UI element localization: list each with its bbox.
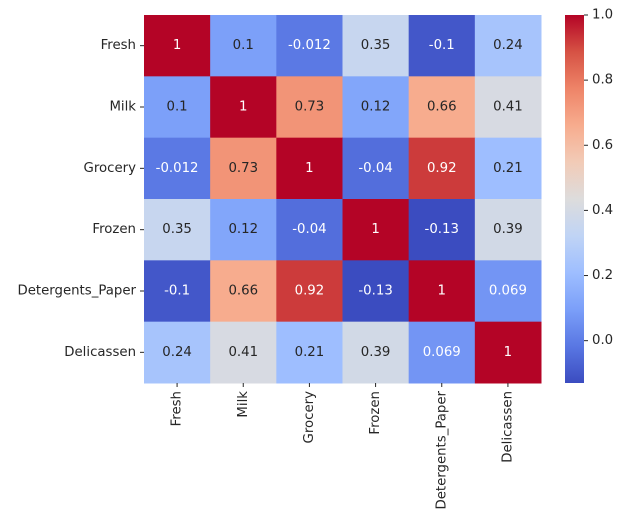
cell-annotation: -0.04 [292,222,326,237]
heatmap-cell [474,137,542,200]
cell-annotation: 0.92 [295,284,325,299]
x-axis: Fresh Milk Grocery Frozen Detergents_Paper De… [170,383,515,510]
x-tick-label: Delicassen [500,391,515,463]
cell-annotation: 0.35 [361,38,391,53]
heatmap-cell [408,321,476,384]
heatmap-cell [144,15,211,77]
heatmap-annotations: 1 0.1 -0.012 0.35 -0.1 0.24 0.1 1 0.73 0.12 0.66 0.… [156,38,527,360]
colorbar-tick-label: 0.4 [592,203,613,218]
heatmap-cell [342,137,410,200]
y-tick-label: Grocery [84,161,137,176]
cell-annotation: 0.92 [427,161,457,176]
cell-annotation: 0.66 [427,100,457,115]
cell-annotation: 1 [173,38,181,53]
colorbar-tick-label: 0.0 [592,333,613,348]
cell-annotation: 0.1 [233,38,254,53]
heatmap-cell [276,76,343,139]
cell-annotation: 1 [239,100,247,115]
y-tick-label: Delicassen [64,345,136,360]
x-tick-label: Milk [236,391,251,418]
heatmap-cell [276,260,343,323]
y-axis: Fresh Milk Grocery Frozen Detergents_Paper De… [17,38,144,360]
cell-annotation: 0.41 [228,345,258,360]
heatmap-cell [342,199,410,261]
cell-annotation: -0.1 [429,38,455,53]
heatmap-cell [408,260,476,323]
cell-annotation: -0.012 [156,161,199,176]
cell-annotation: 0.24 [162,345,192,360]
heatmap-cell [144,76,211,139]
cell-annotation: 1 [438,284,446,299]
cell-annotation: -0.1 [164,284,190,299]
heatmap-cell [144,199,211,261]
colorbar: 0.0 0.2 0.4 0.6 0.8 1.0 [565,8,613,383]
cell-annotation: 0.73 [295,100,325,115]
cell-annotation: 0.069 [489,284,527,299]
heatmap-cell [474,260,542,323]
heatmap-cell [474,15,542,77]
cell-annotation: 0.12 [228,222,258,237]
heatmap-cell [342,15,410,77]
cell-annotation: 0.24 [493,38,523,53]
colorbar-gradient [565,15,584,383]
heatmap-cell [210,137,277,200]
cell-annotation: 0.21 [493,161,523,176]
cell-annotation: 0.41 [493,100,523,115]
cell-annotation: -0.04 [358,161,392,176]
cell-annotation: -0.13 [358,284,392,299]
heatmap-cell [144,260,211,323]
cell-annotation: 1 [371,222,379,237]
heatmap-cell [474,76,542,139]
heatmap-cell [408,15,476,77]
x-tick-label: Fresh [170,391,185,426]
cell-annotation: -0.13 [425,222,459,237]
heatmap-cell [144,137,211,200]
heatmap-cell [342,321,410,384]
heatmap-cell [276,15,343,77]
heatmap-cell [210,321,277,384]
heatmap-cell [276,137,343,200]
cell-annotation: 0.35 [162,222,192,237]
y-tick-label: Fresh [101,38,136,53]
heatmap-cell [342,260,410,323]
colorbar-tick-label: 0.8 [592,73,613,88]
x-tick-label: Detergents_Paper [434,390,449,509]
colorbar-tick-label: 0.6 [592,138,613,153]
heatmap-cell [474,199,542,261]
cell-annotation: 1 [305,161,313,176]
cell-annotation: 0.66 [228,284,258,299]
colorbar-tick-label: 1.0 [592,8,613,23]
cell-annotation: 0.73 [228,161,258,176]
cell-annotation: 0.1 [167,100,188,115]
heatmap-cell [276,321,343,384]
y-tick-label: Frozen [92,222,136,237]
heatmap-cell [408,137,476,200]
heatmap-cell [342,76,410,139]
cell-annotation: 0.12 [361,100,391,115]
heatmap-cell [210,260,277,323]
x-tick-label: Grocery [302,391,317,444]
heatmap-cell [408,76,476,139]
heatmap-cell [474,321,542,384]
heatmap-cell [144,321,211,384]
x-tick-label: Frozen [368,391,383,435]
heatmap-cells [144,15,542,384]
heatmap-cell [210,76,277,139]
colorbar-tick-label: 0.2 [592,268,613,283]
y-tick-label: Milk [109,100,136,115]
heatmap-cell [276,199,343,261]
cell-annotation: -0.012 [288,38,331,53]
cell-annotation: 1 [504,345,512,360]
cell-annotation: 0.069 [423,345,461,360]
cell-annotation: 0.39 [493,222,523,237]
y-tick-label: Detergents_Paper [17,284,136,299]
heatmap-cell [408,199,476,261]
cell-annotation: 0.21 [295,345,325,360]
heatmap-cell [210,199,277,261]
cell-annotation: 0.39 [361,345,391,360]
heatmap-cell [210,15,277,77]
